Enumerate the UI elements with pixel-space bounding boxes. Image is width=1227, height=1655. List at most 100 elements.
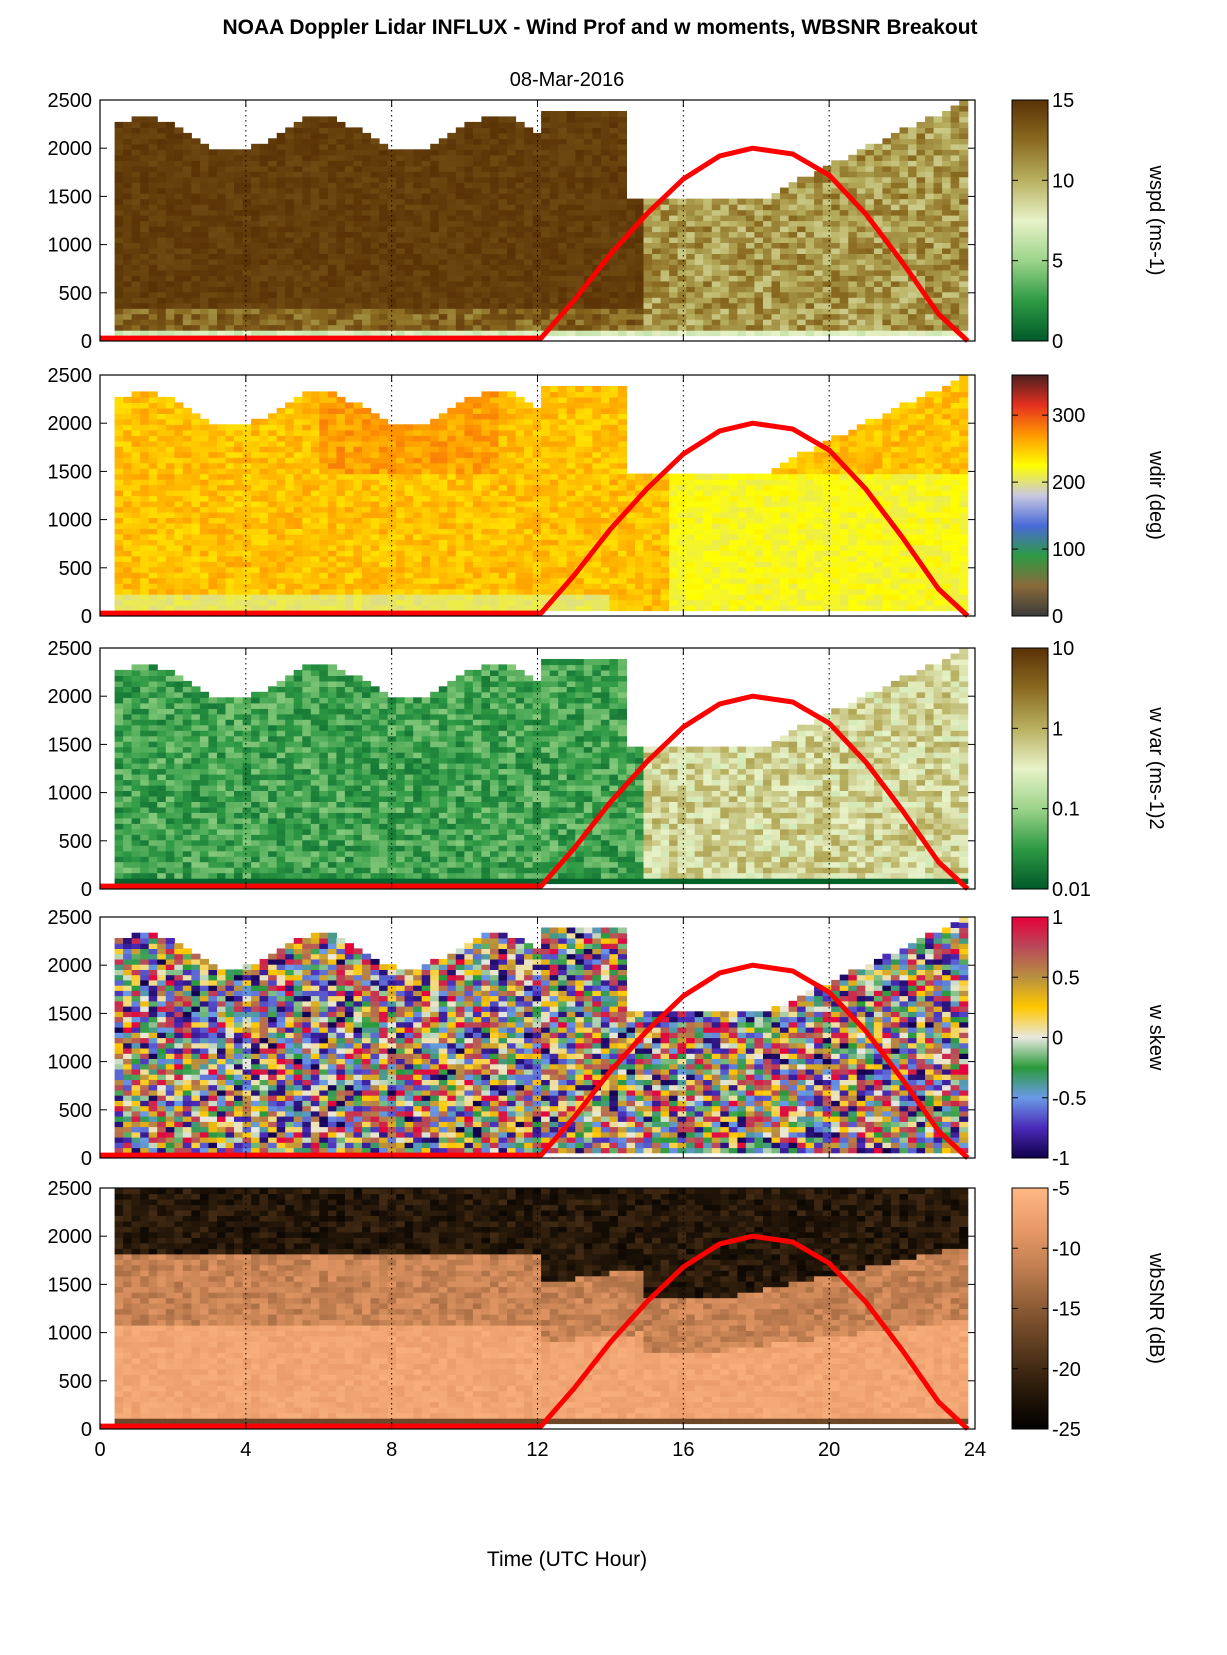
heatmap-cell bbox=[899, 209, 909, 216]
heatmap-cell bbox=[293, 313, 303, 320]
heatmap-cell bbox=[199, 522, 209, 529]
heatmap-cell bbox=[421, 247, 431, 254]
heatmap-cell bbox=[191, 413, 201, 420]
heatmap-cell bbox=[464, 215, 474, 222]
heatmap-cell bbox=[234, 435, 244, 442]
heatmap-cell bbox=[336, 413, 346, 420]
heatmap-cell bbox=[660, 226, 670, 233]
heatmap-cell bbox=[293, 533, 303, 540]
heatmap-cell bbox=[524, 187, 534, 194]
heatmap-cell bbox=[362, 588, 372, 595]
heatmap-cell bbox=[191, 209, 201, 216]
heatmap-cell bbox=[626, 247, 636, 254]
heatmap-cell bbox=[208, 583, 218, 590]
heatmap-cell bbox=[720, 220, 730, 227]
heatmap-cell bbox=[387, 330, 397, 337]
heatmap-cell bbox=[387, 176, 397, 183]
heatmap-cell bbox=[643, 324, 653, 331]
heatmap-cell bbox=[771, 264, 781, 271]
heatmap-cell bbox=[327, 176, 337, 183]
heatmap-cell bbox=[199, 280, 209, 287]
heatmap-cell bbox=[541, 138, 551, 145]
heatmap-cell bbox=[191, 138, 201, 145]
heatmap-cell bbox=[353, 533, 363, 540]
heatmap-cell bbox=[566, 149, 576, 156]
heatmap-cell bbox=[251, 204, 261, 211]
heatmap-cell bbox=[387, 171, 397, 178]
heatmap-cell bbox=[745, 275, 755, 282]
heatmap-cell bbox=[148, 127, 158, 134]
heatmap-cell bbox=[225, 533, 235, 540]
heatmap-cell bbox=[882, 176, 892, 183]
heatmap-cell bbox=[421, 286, 431, 293]
heatmap-cell bbox=[848, 226, 858, 233]
heatmap-cell bbox=[677, 220, 687, 227]
heatmap-cell bbox=[498, 121, 508, 128]
heatmap-cell bbox=[251, 143, 261, 150]
heatmap-cell bbox=[148, 269, 158, 276]
heatmap-cell bbox=[455, 176, 465, 183]
heatmap-cell bbox=[404, 160, 414, 167]
heatmap-cell bbox=[370, 424, 380, 431]
heatmap-cell bbox=[635, 269, 645, 276]
heatmap-cell bbox=[583, 209, 593, 216]
heatmap-cell bbox=[626, 313, 636, 320]
heatmap-cell bbox=[899, 242, 909, 249]
heatmap-cell bbox=[336, 193, 346, 200]
heatmap-cell bbox=[191, 511, 201, 518]
heatmap-cell bbox=[242, 594, 252, 601]
heatmap-cell bbox=[114, 599, 124, 606]
heatmap-cell bbox=[600, 143, 610, 150]
heatmap-cell bbox=[370, 577, 380, 584]
heatmap-cell bbox=[199, 544, 209, 551]
heatmap-cell bbox=[225, 220, 235, 227]
heatmap-cell bbox=[515, 149, 525, 156]
heatmap-cell bbox=[438, 522, 448, 529]
heatmap-cell bbox=[404, 198, 414, 205]
heatmap-cell bbox=[788, 313, 798, 320]
heatmap-cell bbox=[720, 209, 730, 216]
heatmap-cell bbox=[831, 302, 841, 309]
heatmap-cell bbox=[174, 231, 184, 238]
heatmap-cell bbox=[404, 577, 414, 584]
heatmap-cell bbox=[669, 258, 679, 265]
heatmap-cell bbox=[413, 479, 423, 486]
heatmap-cell bbox=[592, 149, 602, 156]
heatmap-cell bbox=[600, 226, 610, 233]
heatmap-cell bbox=[438, 269, 448, 276]
heatmap-cell bbox=[140, 187, 150, 194]
heatmap-cell bbox=[643, 280, 653, 287]
heatmap-cell bbox=[413, 160, 423, 167]
heatmap-cell bbox=[302, 215, 312, 222]
heatmap-cell bbox=[234, 258, 244, 265]
heatmap-cell bbox=[174, 269, 184, 276]
heatmap-cell bbox=[131, 468, 141, 475]
heatmap-cell bbox=[148, 165, 158, 172]
heatmap-cell bbox=[259, 308, 269, 315]
heatmap-cell bbox=[498, 209, 508, 216]
heatmap-cell bbox=[148, 429, 158, 436]
heatmap-cell bbox=[583, 165, 593, 172]
heatmap-cell bbox=[583, 138, 593, 145]
heatmap-cell bbox=[276, 479, 286, 486]
heatmap-cell bbox=[763, 302, 773, 309]
heatmap-cell bbox=[583, 182, 593, 189]
heatmap-cell bbox=[472, 193, 482, 200]
heatmap-cell bbox=[908, 264, 918, 271]
heatmap-cell bbox=[890, 171, 900, 178]
heatmap-cell bbox=[805, 313, 815, 320]
heatmap-cell bbox=[251, 182, 261, 189]
heatmap-cell bbox=[669, 280, 679, 287]
heatmap-cell bbox=[344, 583, 354, 590]
heatmap-cell bbox=[831, 324, 841, 331]
heatmap-cell bbox=[259, 297, 269, 304]
heatmap-cell bbox=[327, 418, 337, 425]
heatmap-cell bbox=[302, 533, 312, 540]
heatmap-cell bbox=[157, 236, 167, 243]
heatmap-cell bbox=[234, 468, 244, 475]
heatmap-cell bbox=[387, 269, 397, 276]
heatmap-cell bbox=[242, 605, 252, 612]
heatmap-cell bbox=[268, 280, 278, 287]
heatmap-cell bbox=[157, 258, 167, 265]
heatmap-cell bbox=[763, 198, 773, 205]
